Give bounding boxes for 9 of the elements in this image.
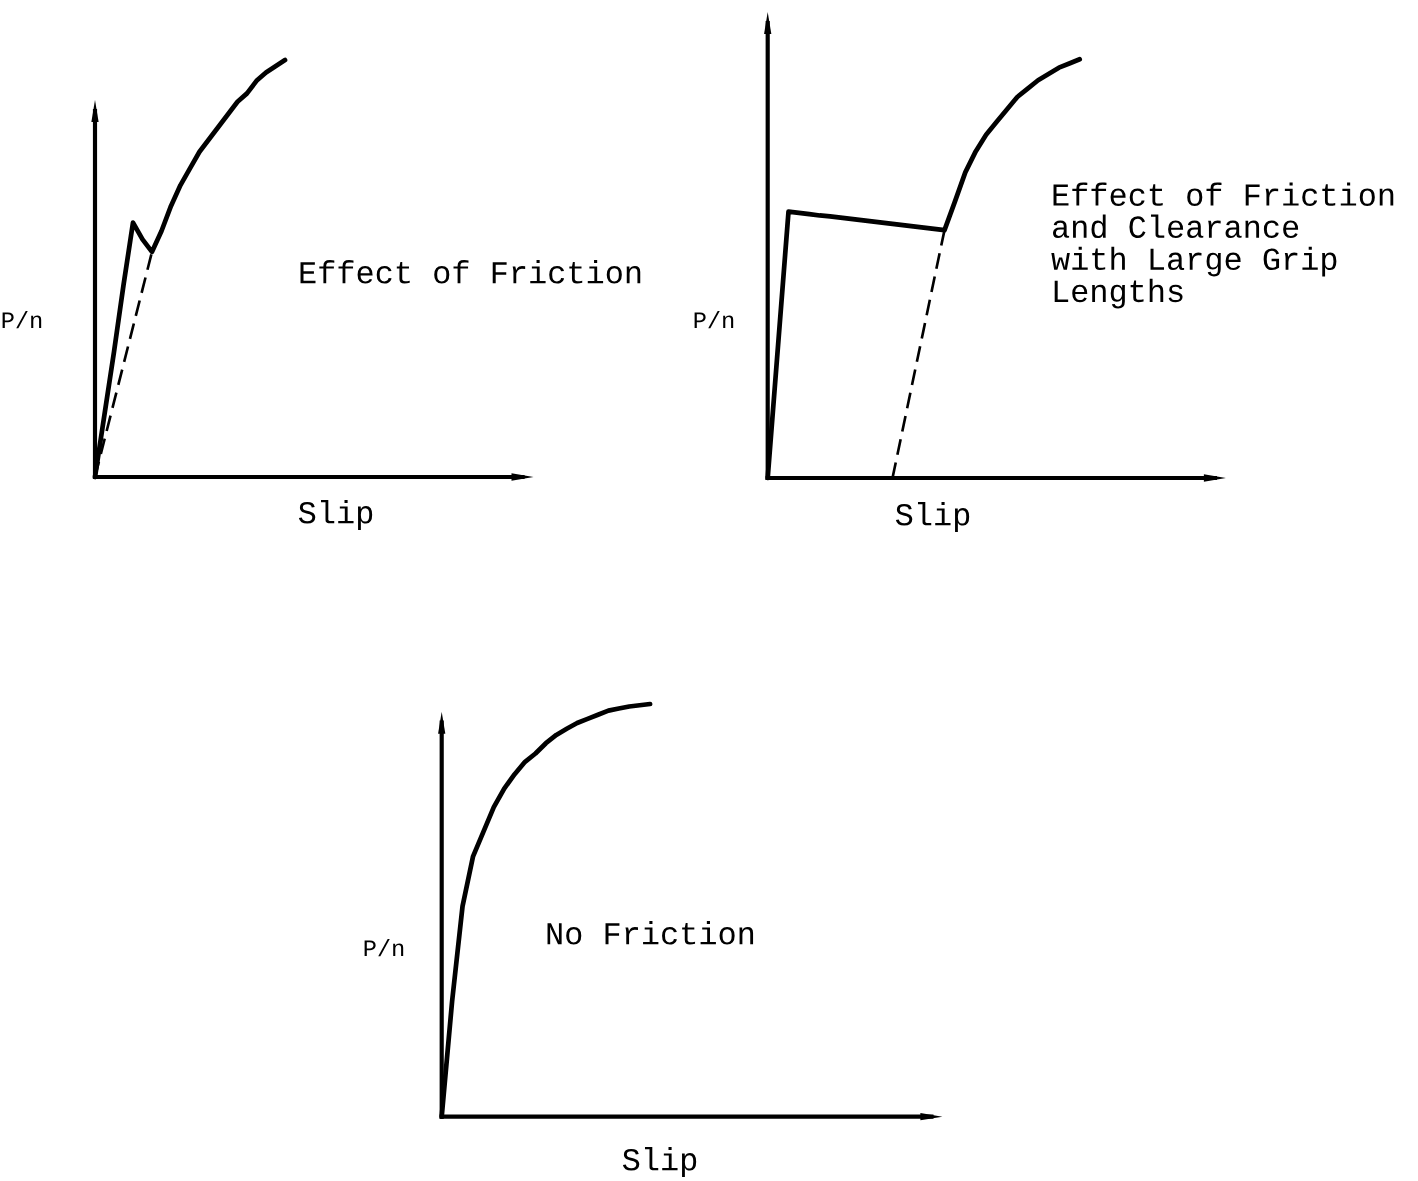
x-axis-title: Slip [895, 502, 970, 532]
text: No Friction [547, 921, 754, 945]
y-axis-title: P/n [364, 938, 404, 957]
text: Effect of Friction [300, 260, 641, 284]
y-axis-title: P/n [694, 311, 734, 329]
x-axis-title: Slip [298, 500, 373, 530]
x-axis-title: Slip [622, 1147, 697, 1177]
text: Effect of Friction and Clearance with Large Grip Lengths [1051, 182, 1394, 309]
y-axis-title: P/n [2, 311, 42, 329]
